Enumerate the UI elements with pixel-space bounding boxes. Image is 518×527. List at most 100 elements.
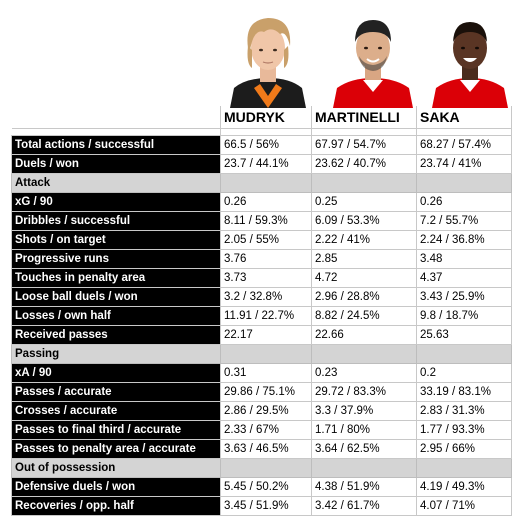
stat-label: Defensive duels / won (11, 477, 221, 497)
stat-value-martinelli: 0.23 (311, 363, 417, 383)
stat-label: Loose ball duels / won (11, 287, 221, 307)
stat-value-saka: 4.07 / 71% (416, 496, 512, 516)
stat-row: Touches in penalty area 3.73 4.72 4.37 (11, 268, 512, 288)
stat-label: Received passes (11, 325, 221, 345)
stat-row: xG / 90 0.26 0.25 0.26 (11, 192, 512, 212)
stat-value-martinelli: 1.71 / 80% (311, 420, 417, 440)
stat-value-mudryk: 3.76 (220, 249, 312, 269)
stat-value-mudryk: 3.63 / 46.5% (220, 439, 312, 459)
stat-value-mudryk: 5.45 / 50.2% (220, 477, 312, 497)
stats-table: MUDRYK MARTINELLI SAKA Total actions / s… (11, 106, 512, 516)
stat-value-mudryk: 0.31 (220, 363, 312, 383)
stat-row: Total actions / successful 66.5 / 56% 67.9… (11, 135, 512, 155)
stat-label: xA / 90 (11, 363, 221, 383)
player-name-saka: SAKA (416, 106, 512, 129)
stat-value-martinelli: 4.38 / 51.9% (311, 477, 417, 497)
stat-value-saka: 68.27 / 57.4% (416, 135, 512, 155)
stat-value-martinelli: 67.97 / 54.7% (311, 135, 417, 155)
stat-value-mudryk: 8.11 / 59.3% (220, 211, 312, 231)
section-empty-cell (416, 458, 512, 478)
section-title: Passing (11, 344, 221, 364)
stat-value-martinelli: 3.64 / 62.5% (311, 439, 417, 459)
section-empty-cell (311, 344, 417, 364)
stat-value-saka: 25.63 (416, 325, 512, 345)
stat-value-mudryk: 3.2 / 32.8% (220, 287, 312, 307)
stat-value-saka: 9.8 / 18.7% (416, 306, 512, 326)
player-photo-mudryk (224, 8, 312, 108)
stat-label: Passes / accurate (11, 382, 221, 402)
section-empty-cell (416, 173, 512, 193)
stat-value-mudryk: 22.17 (220, 325, 312, 345)
stat-label: Losses / own half (11, 306, 221, 326)
stat-row: Duels / won 23.7 / 44.1% 23.62 / 40.7% 23.7… (11, 154, 512, 174)
stat-label: Progressive runs (11, 249, 221, 269)
stat-value-saka: 3.43 / 25.9% (416, 287, 512, 307)
stat-value-saka: 33.19 / 83.1% (416, 382, 512, 402)
player-name-mudryk: MUDRYK (220, 106, 312, 129)
stat-value-mudryk: 66.5 / 56% (220, 135, 312, 155)
section-empty-cell (220, 458, 312, 478)
stat-row: Passes / accurate 29.86 / 75.1% 29.72 / 83… (11, 382, 512, 402)
section-empty-cell (220, 344, 312, 364)
stat-label: Dribbles / successful (11, 211, 221, 231)
stat-value-martinelli: 29.72 / 83.3% (311, 382, 417, 402)
stat-label: Passes to penalty area / accurate (11, 439, 221, 459)
stat-value-saka: 4.37 (416, 268, 512, 288)
stat-row: Passes to final third / accurate 2.33 / 6… (11, 420, 512, 440)
stat-value-martinelli: 23.62 / 40.7% (311, 154, 417, 174)
stat-label: xG / 90 (11, 192, 221, 212)
stat-label: Recoveries / opp. half (11, 496, 221, 516)
stat-row: Progressive runs 3.76 2.85 3.48 (11, 249, 512, 269)
stat-value-saka: 3.48 (416, 249, 512, 269)
stat-value-martinelli: 8.82 / 24.5% (311, 306, 417, 326)
stat-value-saka: 2.83 / 31.3% (416, 401, 512, 421)
stat-value-martinelli: 0.25 (311, 192, 417, 212)
stat-row: Passes to penalty area / accurate 3.63 / … (11, 439, 512, 459)
section-empty-cell (220, 173, 312, 193)
header-gap-row (11, 128, 512, 136)
stat-value-mudryk: 11.91 / 22.7% (220, 306, 312, 326)
stat-label: Total actions / successful (11, 135, 221, 155)
stat-value-martinelli: 22.66 (311, 325, 417, 345)
stat-label: Touches in penalty area (11, 268, 221, 288)
stat-value-martinelli: 2.85 (311, 249, 417, 269)
stat-row: Crosses / accurate 2.86 / 29.5% 3.3 / 37.9… (11, 401, 512, 421)
player-name-martinelli: MARTINELLI (311, 106, 417, 129)
section-empty-cell (416, 344, 512, 364)
stat-row: Losses / own half 11.91 / 22.7% 8.82 / 24.… (11, 306, 512, 326)
stat-value-saka: 0.26 (416, 192, 512, 212)
stat-value-martinelli: 2.22 / 41% (311, 230, 417, 250)
section-empty-cell (311, 458, 417, 478)
stat-label: Shots / on target (11, 230, 221, 250)
player-photo-saka (430, 8, 510, 108)
stat-value-mudryk: 3.45 / 51.9% (220, 496, 312, 516)
stat-value-mudryk: 3.73 (220, 268, 312, 288)
stat-value-martinelli: 6.09 / 53.3% (311, 211, 417, 231)
player-header-row: MUDRYK MARTINELLI SAKA (11, 106, 512, 129)
stat-label: Passes to final third / accurate (11, 420, 221, 440)
stat-label: Duels / won (11, 154, 221, 174)
section-header-row: Passing (11, 344, 512, 364)
stat-value-mudryk: 0.26 (220, 192, 312, 212)
stat-value-saka: 2.24 / 36.8% (416, 230, 512, 250)
player-photo-martinelli (329, 8, 417, 108)
stat-row: Shots / on target 2.05 / 55% 2.22 / 41% 2.2… (11, 230, 512, 250)
section-title: Out of possession (11, 458, 221, 478)
header-blank-cell (11, 106, 221, 129)
stat-row: Recoveries / opp. half 3.45 / 51.9% 3.42 /… (11, 496, 512, 516)
comparison-graphic: MUDRYK MARTINELLI SAKA Total actions / s… (11, 8, 512, 516)
stat-value-martinelli: 2.96 / 28.8% (311, 287, 417, 307)
stat-value-saka: 2.95 / 66% (416, 439, 512, 459)
stat-value-mudryk: 2.33 / 67% (220, 420, 312, 440)
stat-value-saka: 23.74 / 41% (416, 154, 512, 174)
stat-value-saka: 7.2 / 55.7% (416, 211, 512, 231)
player-photos (11, 8, 511, 108)
stat-value-saka: 0.2 (416, 363, 512, 383)
stat-value-mudryk: 29.86 / 75.1% (220, 382, 312, 402)
stat-row: Loose ball duels / won 3.2 / 32.8% 2.96 / … (11, 287, 512, 307)
stat-row: Defensive duels / won 5.45 / 50.2% 4.38 / … (11, 477, 512, 497)
stat-value-martinelli: 3.3 / 37.9% (311, 401, 417, 421)
section-title: Attack (11, 173, 221, 193)
stat-value-saka: 1.77 / 93.3% (416, 420, 512, 440)
stat-label: Crosses / accurate (11, 401, 221, 421)
